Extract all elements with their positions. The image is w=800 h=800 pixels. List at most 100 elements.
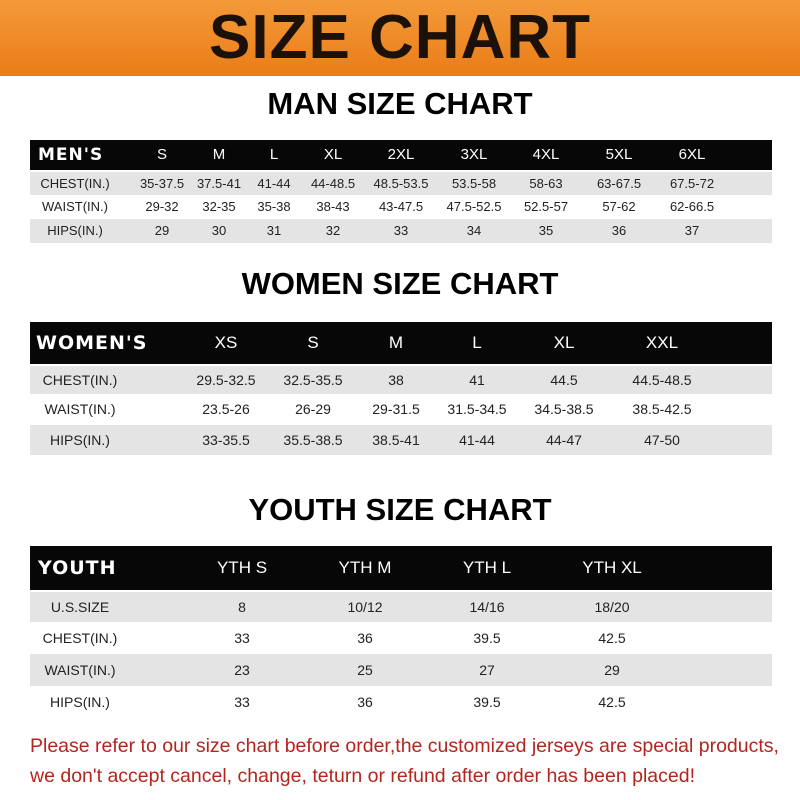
measurement-value: 33: [234, 694, 250, 710]
size-column-header: 3XL: [460, 146, 488, 163]
measurement-value: 35-37.5: [139, 176, 185, 191]
measurement-label: CHEST(IN.): [40, 176, 110, 191]
table-row: WAIST(IN.) 29-32 32-35 35-38 38-43 43-47.5 47.…: [30, 195, 772, 218]
measurement-value: 63-67.5: [596, 176, 642, 191]
measurement-value: 32: [325, 223, 341, 238]
measurement-value: 42.5: [598, 694, 626, 710]
measurement-value: 34: [466, 223, 482, 238]
table-row: CHEST(IN.) 33 36 39.5 42.5: [30, 622, 772, 654]
measurement-value: 37.5-41: [196, 176, 242, 191]
size-column-header: M: [212, 146, 226, 163]
measurement-value: 67.5-72: [669, 176, 715, 191]
measurement-value: 8: [238, 599, 246, 615]
measurement-value: 39.5: [473, 630, 501, 646]
table-category-label: MEN'S: [38, 145, 104, 165]
youth-section-title: YOUTH SIZE CHART: [248, 492, 552, 527]
measurement-value: 29: [604, 662, 620, 678]
table-row: HIPS(IN.) 29 30 31 32 33 34 35 36 37: [30, 219, 772, 243]
measurement-value: 42.5: [598, 630, 626, 646]
measurement-value: 35-38: [257, 199, 291, 214]
measurement-label: WAIST(IN.): [44, 662, 116, 678]
size-column-header: 2XL: [387, 146, 415, 163]
size-column-header: XL: [323, 146, 343, 163]
measurement-value: 47.5-52.5: [446, 199, 502, 214]
measurement-value: 47-50: [644, 432, 680, 448]
measurement-value: 27: [479, 662, 495, 678]
measurement-label: WAIST(IN.): [44, 401, 116, 417]
size-column-header: M: [388, 333, 404, 352]
table-row: CHEST(IN.) 29.5-32.5 32.5-35.5 38 41 44.5 44.5…: [30, 366, 772, 394]
measurement-value: 37: [684, 223, 700, 238]
measurement-value: 31.5-34.5: [447, 401, 507, 417]
table-row: U.S.SIZE 8 10/12 14/16 18/20: [30, 592, 772, 622]
size-column-header: S: [156, 146, 168, 163]
measurement-value: 33-35.5: [202, 432, 250, 448]
measurement-value: 44-48.5: [310, 176, 356, 191]
measurement-label: HIPS(IN.): [47, 223, 103, 238]
size-column-header: YTH S: [216, 558, 268, 577]
measurement-value: 38.5-42.5: [632, 401, 692, 417]
size-column-header: XL: [553, 333, 575, 352]
measurement-value: 39.5: [473, 694, 501, 710]
measurement-value: 33: [393, 223, 409, 238]
measurement-label: WAIST(IN.): [42, 199, 108, 214]
order-notice-line-1: Please refer to our size chart before or…: [30, 735, 779, 757]
size-column-header: L: [472, 333, 482, 352]
measurement-value: 41: [469, 372, 485, 388]
measurement-label: CHEST(IN.): [42, 372, 118, 388]
size-column-header: YTH XL: [582, 558, 642, 577]
measurement-value: 10/12: [347, 599, 383, 615]
measurement-value: 32-35: [202, 199, 236, 214]
measurement-value: 25: [357, 662, 373, 678]
measurement-value: 41-44: [257, 176, 291, 191]
measurement-value: 33: [234, 630, 250, 646]
page-title: SIZE CHART: [209, 3, 591, 72]
measurement-value: 48.5-53.5: [373, 176, 429, 191]
measurement-value: 29.5-32.5: [196, 372, 256, 388]
measurement-value: 53.5-58: [451, 176, 497, 191]
table-row: HIPS(IN.) 33-35.5 35.5-38.5 38.5-41 41-44 44-…: [30, 425, 772, 455]
measurement-value: 30: [211, 223, 227, 238]
measurement-value: 23.5-26: [202, 401, 250, 417]
women-header-row: WOMEN'S XS S M L XL XXL: [30, 322, 772, 364]
size-column-header: 4XL: [532, 146, 560, 163]
table-row: HIPS(IN.) 33 36 39.5 42.5: [30, 686, 772, 718]
table-row: WAIST(IN.) 23.5-26 26-29 29-31.5 31.5-34.5 34…: [30, 395, 772, 424]
measurement-label: CHEST(IN.): [42, 630, 118, 646]
title-banner: SIZE CHART: [0, 0, 800, 76]
measurement-value: 35.5-38.5: [283, 432, 343, 448]
measurement-value: 29-31.5: [372, 401, 420, 417]
order-notice-line-2: we don't accept cancel, change, teturn o…: [30, 765, 695, 787]
measurement-label: HIPS(IN.): [50, 432, 110, 448]
men-header-row: MEN'S S M L XL 2XL 3XL 4XL 5XL 6XL: [30, 140, 772, 170]
measurement-value: 43-47.5: [378, 199, 424, 214]
measurement-value: 44.5: [550, 372, 578, 388]
table-category-label: YOUTH: [38, 557, 117, 579]
measurement-value: 26-29: [295, 401, 331, 417]
men-section-title: MAN SIZE CHART: [267, 86, 533, 121]
measurement-value: 36: [357, 630, 373, 646]
measurement-value: 38.5-41: [372, 432, 420, 448]
measurement-value: 29-32: [145, 199, 179, 214]
measurement-value: 36: [357, 694, 373, 710]
measurement-value: 23: [234, 662, 250, 678]
size-column-header: 5XL: [605, 146, 633, 163]
size-column-header: YTH L: [462, 558, 512, 577]
measurement-value: 52.5-57: [523, 199, 569, 214]
measurement-value: 62-66.5: [669, 199, 715, 214]
size-column-header: XXL: [645, 333, 679, 352]
table-row: WAIST(IN.) 23 25 27 29: [30, 654, 772, 686]
size-column-header: YTH M: [338, 558, 392, 577]
size-column-header: S: [307, 333, 319, 352]
measurement-value: 38: [388, 372, 404, 388]
women-section-title: WOMEN SIZE CHART: [241, 266, 559, 301]
measurement-value: 58-63: [529, 176, 563, 191]
youth-header-row: YOUTH YTH S YTH M YTH L YTH XL: [30, 546, 772, 590]
measurement-value: 41-44: [459, 432, 495, 448]
measurement-value: 44.5-48.5: [632, 372, 692, 388]
measurement-value: 14/16: [469, 599, 505, 615]
measurement-value: 38-43: [316, 199, 350, 214]
size-column-header: XS: [214, 333, 238, 352]
measurement-value: 36: [611, 223, 627, 238]
measurement-label: U.S.SIZE: [50, 599, 110, 615]
